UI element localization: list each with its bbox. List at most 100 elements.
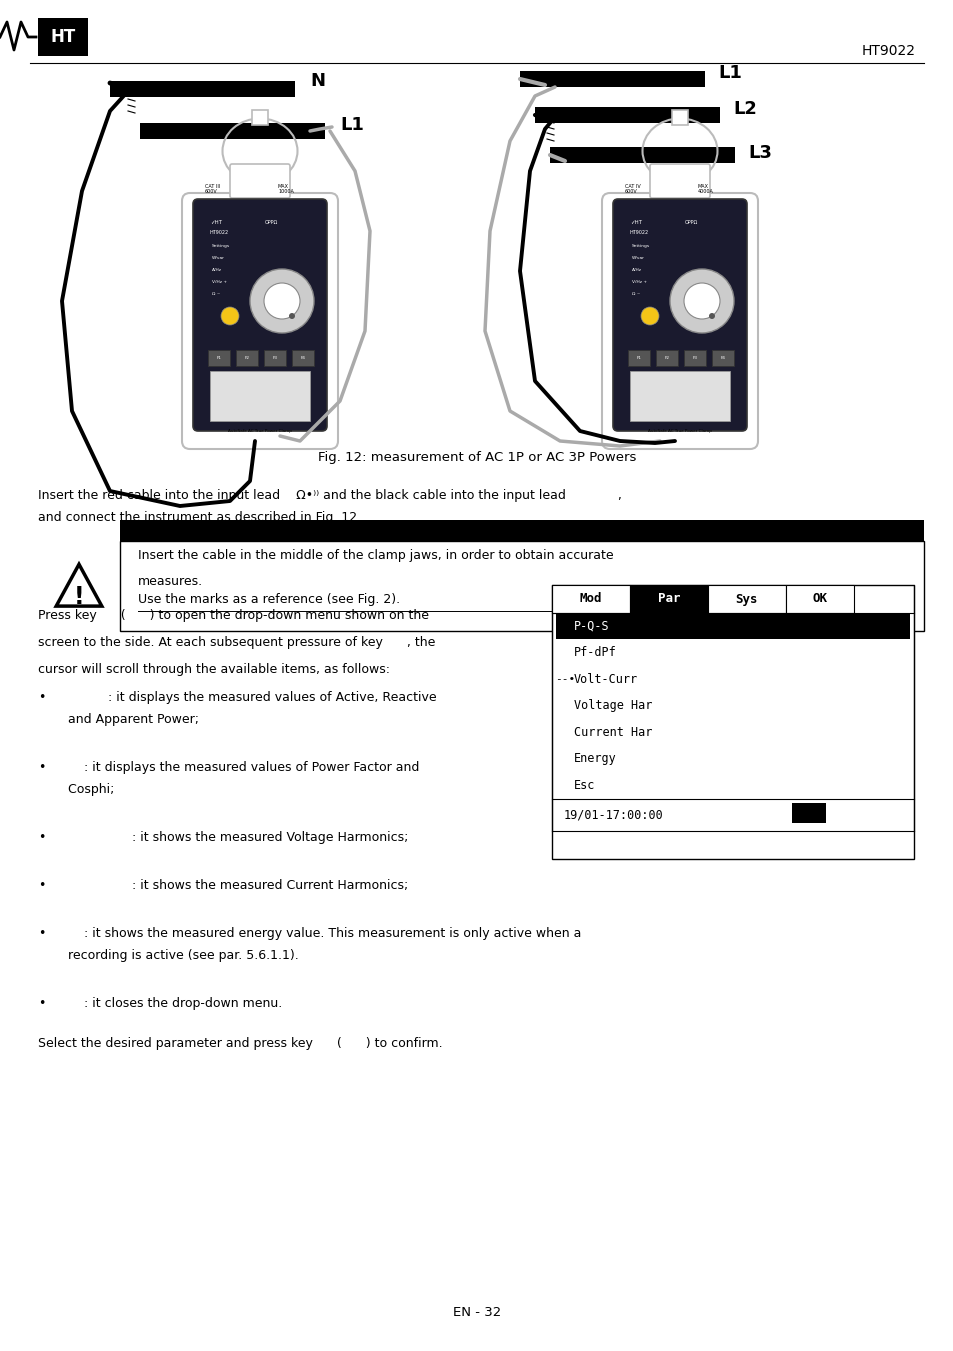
Text: L1: L1 bbox=[718, 63, 741, 82]
Text: cursor will scroll through the available items, as follows:: cursor will scroll through the available… bbox=[38, 663, 390, 676]
Text: measures.: measures. bbox=[138, 576, 203, 588]
FancyBboxPatch shape bbox=[649, 163, 709, 199]
Text: W/var: W/var bbox=[212, 255, 225, 259]
Bar bbox=[707, 585, 785, 613]
Text: Sys: Sys bbox=[735, 593, 758, 605]
Text: Settings: Settings bbox=[631, 245, 649, 249]
Text: OK: OK bbox=[812, 593, 826, 605]
Text: V/Hz +: V/Hz + bbox=[212, 280, 227, 284]
Bar bbox=[252, 109, 268, 126]
Text: W/var: W/var bbox=[631, 255, 644, 259]
Bar bbox=[627, 350, 649, 366]
Text: •: • bbox=[38, 927, 46, 940]
Text: 19/01-17:00:00: 19/01-17:00:00 bbox=[563, 808, 663, 821]
Polygon shape bbox=[56, 565, 102, 607]
Bar bbox=[235, 350, 257, 366]
Circle shape bbox=[221, 307, 239, 326]
Text: Press key      (      ) to open the drop-down menu shown on the: Press key ( ) to open the drop-down menu… bbox=[38, 609, 429, 621]
Text: ✓HT: ✓HT bbox=[210, 220, 222, 226]
Text: Settings: Settings bbox=[212, 245, 230, 249]
Text: OPPΩ: OPPΩ bbox=[265, 220, 278, 226]
Bar bbox=[552, 585, 913, 858]
Text: Par: Par bbox=[657, 593, 679, 605]
Bar bbox=[264, 350, 286, 366]
Text: •: • bbox=[38, 761, 46, 774]
Text: : it shows the measured Voltage Harmonics;: : it shows the measured Voltage Harmonic… bbox=[52, 831, 408, 844]
Text: HT: HT bbox=[51, 28, 75, 46]
Text: F2: F2 bbox=[244, 357, 250, 359]
Text: : it shows the measured Current Harmonics;: : it shows the measured Current Harmonic… bbox=[52, 880, 408, 892]
Text: Use the marks as a reference (see Fig. 2).: Use the marks as a reference (see Fig. 2… bbox=[138, 593, 399, 607]
Text: HT9022: HT9022 bbox=[629, 231, 648, 235]
Text: EN - 32: EN - 32 bbox=[453, 1306, 500, 1320]
FancyBboxPatch shape bbox=[613, 199, 746, 431]
Text: Cosphi;: Cosphi; bbox=[52, 784, 114, 796]
Text: HT9022: HT9022 bbox=[862, 45, 915, 58]
Text: F3: F3 bbox=[692, 357, 697, 359]
Text: Energy: Energy bbox=[574, 753, 616, 765]
Bar bbox=[535, 107, 720, 123]
Text: A/Hz: A/Hz bbox=[212, 267, 222, 272]
Bar bbox=[210, 372, 310, 422]
Bar bbox=[140, 123, 325, 139]
Text: AutoSafe AC True Power Clamp: AutoSafe AC True Power Clamp bbox=[228, 430, 292, 434]
Text: L3: L3 bbox=[747, 145, 771, 162]
Text: Pf-dPf: Pf-dPf bbox=[574, 646, 616, 659]
Text: !: ! bbox=[73, 585, 84, 609]
Bar bbox=[711, 350, 733, 366]
Text: Esc: Esc bbox=[574, 778, 595, 792]
Text: Select the desired parameter and press key      (      ) to confirm.: Select the desired parameter and press k… bbox=[38, 1038, 442, 1050]
Circle shape bbox=[250, 269, 314, 332]
Bar bbox=[110, 81, 294, 97]
Text: Insert the cable in the middle of the clamp jaws, in order to obtain accurate: Insert the cable in the middle of the cl… bbox=[138, 549, 613, 562]
Text: Insert the red cable into the input lead    Ω•⁾⁾ and the black cable into the in: Insert the red cable into the input lead… bbox=[38, 489, 621, 503]
Text: MAX
4000A: MAX 4000A bbox=[698, 184, 713, 195]
Text: recording is active (see par. 5.6.1.1).: recording is active (see par. 5.6.1.1). bbox=[52, 948, 298, 962]
Text: CAT III
600V: CAT III 600V bbox=[205, 184, 220, 195]
Text: A/Hz: A/Hz bbox=[631, 267, 641, 272]
Bar bbox=[120, 520, 923, 542]
Text: •: • bbox=[38, 831, 46, 844]
Text: : it displays the measured values of Power Factor and: : it displays the measured values of Pow… bbox=[52, 761, 419, 774]
Text: ✓HT: ✓HT bbox=[629, 220, 641, 226]
Text: : it closes the drop-down menu.: : it closes the drop-down menu. bbox=[52, 997, 282, 1011]
Text: : it displays the measured values of Active, Reactive: : it displays the measured values of Act… bbox=[52, 690, 436, 704]
Text: L1: L1 bbox=[339, 116, 363, 134]
Bar bbox=[38, 18, 88, 55]
Bar bbox=[556, 613, 909, 639]
Text: OPPΩ: OPPΩ bbox=[684, 220, 698, 226]
Bar bbox=[683, 350, 705, 366]
Circle shape bbox=[683, 282, 720, 319]
Text: Ω ~: Ω ~ bbox=[631, 292, 639, 296]
Text: F4: F4 bbox=[720, 357, 724, 359]
Circle shape bbox=[640, 307, 659, 326]
Text: : it shows the measured energy value. This measurement is only active when a: : it shows the measured energy value. Th… bbox=[52, 927, 580, 940]
Text: Ω ~: Ω ~ bbox=[212, 292, 220, 296]
Text: F2: F2 bbox=[664, 357, 669, 359]
Text: HT9022: HT9022 bbox=[210, 231, 229, 235]
Bar bbox=[208, 350, 230, 366]
Circle shape bbox=[264, 282, 299, 319]
Bar bbox=[292, 350, 314, 366]
Bar bbox=[519, 72, 704, 86]
Text: F1: F1 bbox=[636, 357, 640, 359]
Text: F1: F1 bbox=[216, 357, 221, 359]
Text: Volt-Curr: Volt-Curr bbox=[574, 673, 638, 686]
Text: Current Har: Current Har bbox=[574, 725, 652, 739]
Circle shape bbox=[708, 313, 714, 319]
Text: •: • bbox=[38, 690, 46, 704]
FancyBboxPatch shape bbox=[230, 163, 290, 199]
Bar bbox=[791, 802, 825, 823]
Bar bbox=[785, 585, 853, 613]
Text: L2: L2 bbox=[732, 100, 756, 118]
Text: --•: --• bbox=[555, 674, 575, 684]
Bar bbox=[552, 585, 629, 613]
Text: MAX
1000A: MAX 1000A bbox=[277, 184, 294, 195]
Text: AutoSafe AC True Power Clamp: AutoSafe AC True Power Clamp bbox=[647, 430, 711, 434]
Text: •: • bbox=[38, 997, 46, 1011]
Text: and connect the instrument as described in Fig. 12.: and connect the instrument as described … bbox=[38, 511, 361, 524]
Text: and Apparent Power;: and Apparent Power; bbox=[52, 713, 199, 725]
Text: screen to the side. At each subsequent pressure of key      , the: screen to the side. At each subsequent p… bbox=[38, 636, 435, 648]
Text: V/Hz +: V/Hz + bbox=[631, 280, 646, 284]
Text: F3: F3 bbox=[273, 357, 277, 359]
